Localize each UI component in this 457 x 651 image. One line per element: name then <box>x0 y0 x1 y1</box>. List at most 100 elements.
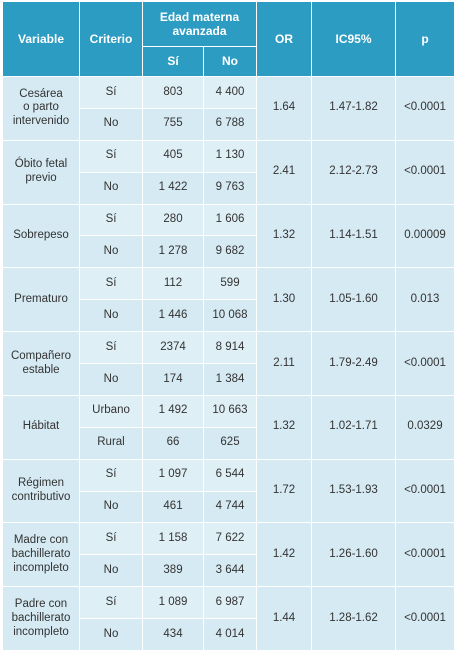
si-cell: 461 <box>142 490 204 524</box>
table-row: No 461 4 744 <box>3 490 455 524</box>
table-row: Compañero estable Sí 2374 8 914 2.11 1.79-2.4… <box>2 331 456 396</box>
header-si: Sí <box>142 46 204 77</box>
header-or: OR <box>256 1 313 77</box>
si-cell: 434 <box>142 618 204 651</box>
variable-cell: Régimen contributivo <box>2 458 80 524</box>
criterio-cell: Sí <box>79 76 143 109</box>
criterio-cell: No <box>79 554 143 588</box>
or-cell: 1.32 <box>256 394 313 460</box>
si-cell: 803 <box>142 76 204 109</box>
no-cell: 9 763 <box>202 171 258 205</box>
table-row: Madre con bachillerato incompleto Sí 1 158… <box>2 522 456 588</box>
or-cell: 1.32 <box>256 203 313 269</box>
criterio-cell: No <box>79 363 143 396</box>
ic95-cell: 1.79-2.49 <box>311 331 397 396</box>
criterio-cell: Urbano <box>79 394 143 428</box>
ic95-cell: 1.28-1.62 <box>311 586 397 651</box>
si-cell: 405 <box>142 139 204 173</box>
si-cell: 389 <box>142 554 204 588</box>
table-row: No 1 278 9 682 <box>3 235 455 269</box>
variable-cell: Prematuro <box>2 267 80 333</box>
header-edad-materna: Edad materna avanzada <box>141 1 258 47</box>
si-cell: 1 158 <box>142 522 204 556</box>
or-cell: 1.64 <box>256 76 313 141</box>
criterio-cell: Sí <box>79 331 143 365</box>
no-cell: 1 606 <box>202 203 258 237</box>
table-row: Padre con bachillerato incompleto Sí 1 089… <box>2 586 456 651</box>
no-cell: 8 914 <box>202 331 258 365</box>
p-cell: <0.0001 <box>395 331 456 396</box>
header-ic95: IC95% <box>311 1 397 77</box>
no-cell: 6 987 <box>202 586 258 620</box>
si-cell: 2374 <box>142 331 204 365</box>
criterio-cell: Sí <box>79 203 143 237</box>
criterio-cell: No <box>79 171 143 205</box>
table-row: Óbito fetal previo Sí 405 1 130 2.41 2.12-2.7… <box>2 139 456 205</box>
ic95-cell: 1.26-1.60 <box>311 522 397 588</box>
no-cell: 6 788 <box>202 107 258 141</box>
criterio-cell: No <box>79 299 143 333</box>
no-cell: 10 663 <box>202 394 258 428</box>
no-cell: 7 622 <box>202 522 258 556</box>
variable-cell: Madre con bachillerato incompleto <box>2 522 80 588</box>
header-criterio: Criterio <box>79 1 143 77</box>
or-cell: 1.72 <box>256 458 313 524</box>
table-row: Régimen contributivo Sí 1 097 6 544 1.72 1.53… <box>2 458 456 524</box>
ic95-cell: 1.47-1.82 <box>311 76 397 141</box>
p-cell: <0.0001 <box>395 76 456 141</box>
si-cell: 1 278 <box>142 235 204 269</box>
table-header: Variable Criterio Edad materna avanzada … <box>2 1 456 77</box>
criterio-cell: No <box>79 235 143 269</box>
ic95-cell: 1.02-1.71 <box>311 394 397 460</box>
criterio-cell: Rural <box>79 426 143 460</box>
criterio-cell: Sí <box>79 458 143 492</box>
header-variable: Variable <box>2 1 80 77</box>
or-cell: 1.42 <box>256 522 313 588</box>
or-cell: 2.41 <box>256 139 313 205</box>
or-cell: 1.44 <box>256 586 313 651</box>
table-row: Cesárea o parto intervenido Sí 803 4 400 1.6… <box>2 76 456 141</box>
si-cell: 174 <box>142 363 204 396</box>
criterio-cell: No <box>79 107 143 141</box>
criterio-cell: Sí <box>79 139 143 173</box>
table-row: No 755 6 788 <box>3 107 455 141</box>
si-cell: 112 <box>142 267 204 301</box>
no-cell: 4 744 <box>202 490 258 524</box>
ic95-cell: 1.53-1.93 <box>311 458 397 524</box>
table-row: No 434 4 014 <box>3 618 455 651</box>
si-cell: 1 422 <box>142 171 204 205</box>
no-cell: 9 682 <box>202 235 258 269</box>
ic95-cell: 1.14-1.51 <box>311 203 397 269</box>
variable-cell: Sobrepeso <box>2 203 80 269</box>
no-cell: 1 130 <box>202 139 258 173</box>
si-cell: 280 <box>142 203 204 237</box>
table-row: Prematuro Sí 112 599 1.30 1.05-1.60 0.013 <box>2 267 456 333</box>
si-cell: 1 446 <box>142 299 204 333</box>
table-row: Sobrepeso Sí 280 1 606 1.32 1.14-1.51 0.00009 <box>2 203 456 269</box>
p-cell: <0.0001 <box>395 139 456 205</box>
criterio-cell: No <box>79 618 143 651</box>
p-cell: 0.013 <box>395 267 456 333</box>
header-no: No <box>202 46 258 77</box>
header-p: p <box>395 1 456 77</box>
table-body: Cesárea o parto intervenido Sí 803 4 400 1.6… <box>2 76 456 651</box>
no-cell: 10 068 <box>202 299 258 333</box>
p-cell: <0.0001 <box>395 458 456 524</box>
table-row: No 1 422 9 763 <box>3 171 455 205</box>
variable-cell: Cesárea o parto intervenido <box>2 76 80 141</box>
p-cell: <0.0001 <box>395 522 456 588</box>
table-row: Hábitat Urbano 1 492 10 663 1.32 1.02-1.71 0.0… <box>2 394 456 460</box>
si-cell: 755 <box>142 107 204 141</box>
si-cell: 1 097 <box>142 458 204 492</box>
no-cell: 1 384 <box>202 363 258 396</box>
no-cell: 4 014 <box>202 618 258 651</box>
no-cell: 3 644 <box>202 554 258 588</box>
no-cell: 4 400 <box>202 76 258 109</box>
si-cell: 66 <box>142 426 204 460</box>
si-cell: 1 089 <box>142 586 204 620</box>
no-cell: 625 <box>202 426 258 460</box>
no-cell: 599 <box>202 267 258 301</box>
variable-cell: Hábitat <box>2 394 80 460</box>
or-cell: 1.30 <box>256 267 313 333</box>
table-row: No 174 1 384 <box>3 363 455 396</box>
